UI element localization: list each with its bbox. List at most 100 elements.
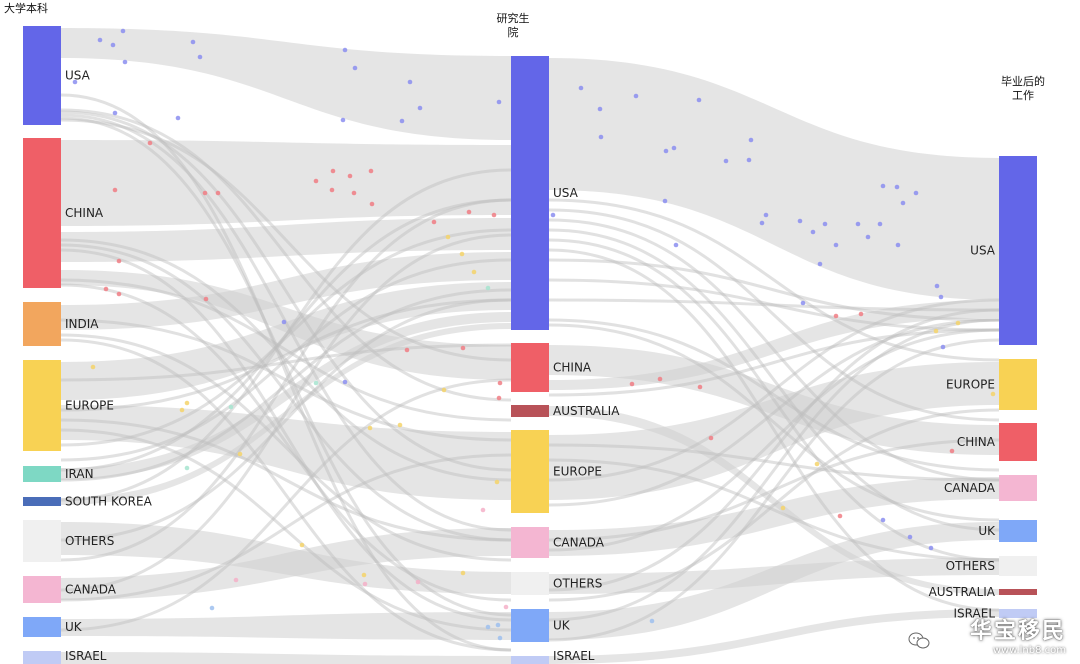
particle-43 bbox=[934, 283, 940, 289]
particle-28 bbox=[662, 198, 668, 204]
particle-106 bbox=[480, 507, 486, 513]
link-strand-4 bbox=[60, 118, 512, 362]
particle-36 bbox=[877, 221, 883, 227]
particle-47 bbox=[550, 212, 556, 218]
label-job-canada: CANADA bbox=[944, 481, 996, 495]
particle-96 bbox=[933, 328, 939, 334]
label-undergrad-israel: ISRAEL bbox=[65, 649, 107, 663]
link-strand-b-16 bbox=[548, 338, 1000, 642]
link-strand-b-18 bbox=[548, 443, 1000, 482]
label-grad-usa: USA bbox=[553, 186, 579, 200]
link-strand-b-19 bbox=[548, 458, 1000, 562]
particle-33 bbox=[833, 242, 839, 248]
link-china-usa-2 bbox=[61, 218, 511, 262]
node-grad-usa bbox=[511, 56, 549, 330]
particle-42 bbox=[895, 242, 901, 248]
label-job-usa: USA bbox=[970, 244, 996, 258]
link-canada-canada-job bbox=[549, 477, 999, 556]
label-undergrad-others: OTHERS bbox=[65, 534, 114, 548]
node-grad-europe bbox=[511, 430, 549, 513]
particle-101 bbox=[237, 451, 243, 457]
particle-35 bbox=[855, 221, 861, 227]
watermark: 华宝移民 www.lnb8.com bbox=[970, 613, 1066, 656]
link-strand-b-1 bbox=[548, 208, 1000, 422]
column-title-undergrad-line-0: 大学本科 bbox=[4, 1, 48, 15]
particle-104 bbox=[415, 579, 421, 585]
particle-45 bbox=[940, 344, 946, 350]
link-strand-b-3 bbox=[548, 228, 1000, 532]
particle-4 bbox=[122, 59, 128, 65]
particle-9 bbox=[342, 47, 348, 53]
link-strand-b-15 bbox=[548, 318, 1000, 622]
link-strand-11 bbox=[60, 318, 512, 442]
particle-54 bbox=[112, 187, 118, 193]
label-job-china: CHINA bbox=[957, 435, 996, 449]
link-strand-27 bbox=[60, 298, 512, 412]
column-title-job-line-0: 毕业后的 bbox=[1001, 74, 1045, 88]
particle-8 bbox=[112, 110, 118, 116]
label-grad-canada: CANADA bbox=[553, 536, 605, 550]
particle-89 bbox=[471, 269, 477, 275]
link-strand-24 bbox=[60, 453, 512, 602]
node-grad-uk bbox=[511, 609, 549, 642]
particle-16 bbox=[578, 85, 584, 91]
particle-66 bbox=[491, 212, 497, 218]
particle-98 bbox=[990, 391, 996, 397]
particle-114 bbox=[184, 465, 190, 471]
label-job-israel: ISRAEL bbox=[954, 607, 996, 621]
particle-87 bbox=[459, 251, 465, 257]
node-undergrad-europe bbox=[23, 360, 61, 451]
particle-34 bbox=[817, 261, 823, 267]
column-title-grad-line-1: 院 bbox=[508, 25, 519, 39]
particle-70 bbox=[203, 296, 209, 302]
particle-24 bbox=[746, 157, 752, 163]
particle-18 bbox=[598, 134, 604, 140]
link-usa-usa bbox=[61, 28, 511, 140]
link-strand-b-4 bbox=[548, 238, 1000, 562]
particle-108 bbox=[495, 622, 501, 628]
link-india-usa bbox=[61, 252, 511, 330]
link-uk-uk bbox=[61, 612, 511, 640]
particle-30 bbox=[797, 218, 803, 224]
node-grad-canada bbox=[511, 527, 549, 558]
sankey-links bbox=[60, 28, 1000, 664]
link-strand-17 bbox=[60, 228, 512, 447]
label-job-europe: EUROPE bbox=[946, 378, 995, 392]
particle-78 bbox=[858, 311, 864, 317]
label-undergrad-uk: UK bbox=[65, 620, 83, 634]
particle-19 bbox=[633, 93, 639, 99]
label-undergrad-usa: USA bbox=[65, 69, 91, 83]
node-undergrad-others bbox=[23, 520, 61, 562]
label-grad-europe: EUROPE bbox=[553, 465, 602, 479]
particle-77 bbox=[833, 313, 839, 319]
node-grad-australia bbox=[511, 405, 549, 417]
particle-107 bbox=[209, 605, 215, 611]
node-undergrad-uk bbox=[23, 617, 61, 637]
particle-113 bbox=[313, 380, 319, 386]
particle-82 bbox=[496, 395, 502, 401]
particle-38 bbox=[880, 183, 886, 189]
particle-41 bbox=[913, 190, 919, 196]
particle-88 bbox=[445, 234, 451, 240]
node-undergrad-canada bbox=[23, 576, 61, 603]
particle-111 bbox=[649, 618, 655, 624]
particle-39 bbox=[894, 184, 900, 190]
link-strand-5 bbox=[60, 93, 512, 652]
label-grad-china: CHINA bbox=[553, 361, 592, 375]
label-undergrad-iran: IRAN bbox=[65, 467, 94, 481]
label-undergrad-china: CHINA bbox=[65, 206, 104, 220]
particle-71 bbox=[404, 347, 410, 353]
column-title-job-line-1: 工作 bbox=[1012, 89, 1034, 102]
column-title-grad-line-0: 研究生 bbox=[497, 11, 530, 25]
node-job-usa bbox=[999, 156, 1037, 345]
particle-31 bbox=[810, 229, 816, 235]
particle-37 bbox=[865, 234, 871, 240]
particle-20 bbox=[663, 148, 669, 154]
link-strand-b-14 bbox=[548, 308, 1000, 592]
particle-32 bbox=[822, 221, 828, 227]
particle-61 bbox=[329, 187, 335, 193]
wechat-icon bbox=[908, 632, 930, 649]
particle-85 bbox=[179, 407, 185, 413]
link-strand-b-12 bbox=[548, 318, 1000, 507]
